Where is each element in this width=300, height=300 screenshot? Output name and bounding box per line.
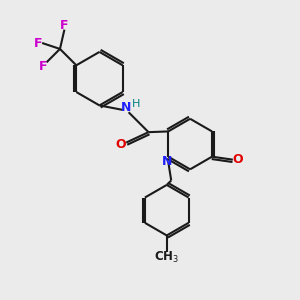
Text: O: O bbox=[233, 153, 244, 166]
Text: N: N bbox=[121, 101, 131, 114]
Text: O: O bbox=[116, 138, 126, 152]
Text: CH$_3$: CH$_3$ bbox=[154, 250, 179, 265]
Text: F: F bbox=[39, 60, 48, 73]
Text: N: N bbox=[162, 155, 172, 168]
Text: F: F bbox=[34, 37, 43, 50]
Text: H: H bbox=[131, 99, 140, 109]
Text: F: F bbox=[60, 19, 69, 32]
